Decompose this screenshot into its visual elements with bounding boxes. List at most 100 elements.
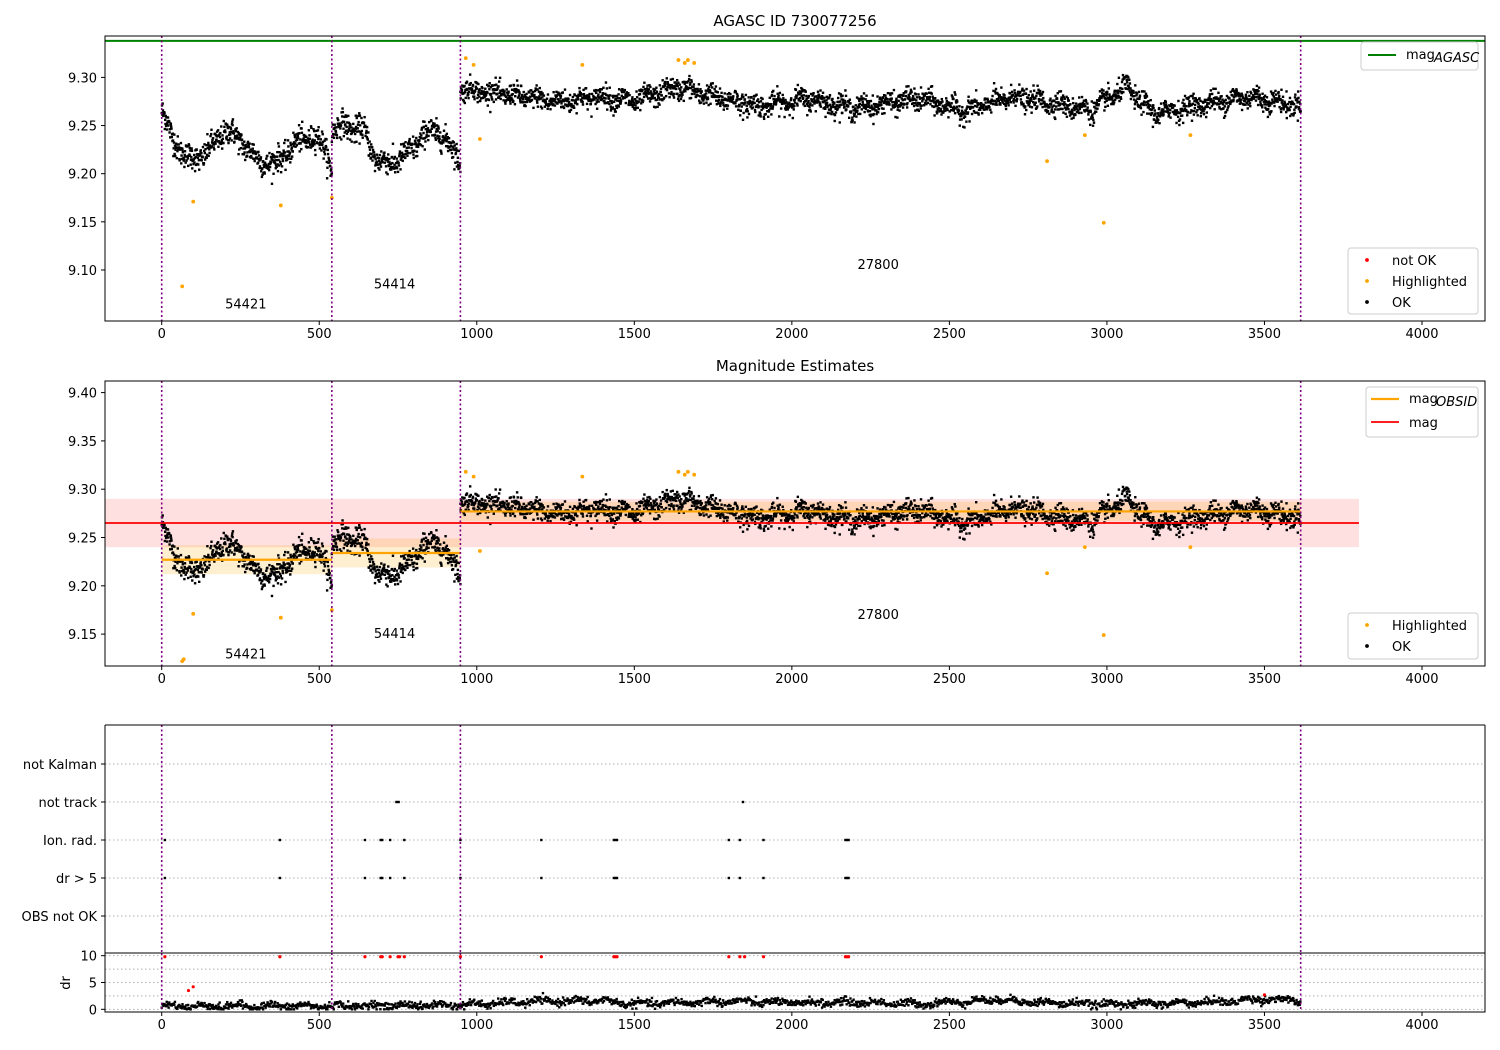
ok-point <box>419 132 422 135</box>
ok-point <box>869 99 873 103</box>
ok-point <box>960 114 963 117</box>
ok-point <box>603 99 606 103</box>
ok-point <box>837 100 840 104</box>
ok-point <box>281 159 285 163</box>
ok-point <box>529 95 532 98</box>
ok-point <box>1220 108 1223 111</box>
ok-point <box>247 144 250 147</box>
ok-point <box>220 125 223 128</box>
ok-point <box>227 141 230 145</box>
ok-point <box>689 96 693 100</box>
ok-point <box>334 130 338 133</box>
ok-point <box>693 90 697 93</box>
ok-point <box>610 101 614 105</box>
ok-point <box>444 136 447 139</box>
ok-point <box>435 127 438 131</box>
ok-point <box>546 93 550 96</box>
ok-point <box>647 91 651 95</box>
ok-point <box>1208 95 1211 98</box>
ok-point <box>931 95 934 98</box>
ok-point <box>766 109 769 113</box>
ok-point <box>201 145 205 149</box>
ok-point <box>818 94 821 97</box>
ok-point <box>698 99 701 102</box>
ok-point <box>658 84 662 87</box>
ok-point <box>182 570 186 573</box>
ok-point <box>515 79 519 82</box>
ok-point <box>920 104 923 107</box>
ok-point <box>621 95 625 99</box>
ok-point <box>914 109 917 112</box>
ok-point <box>386 570 389 574</box>
ok-point <box>425 131 429 134</box>
ok-point <box>612 114 615 117</box>
ok-point <box>479 92 483 95</box>
ok-point <box>226 125 229 128</box>
ok-point <box>748 102 751 106</box>
ok-point <box>1276 100 1279 103</box>
ok-point <box>1246 90 1249 94</box>
ok-point <box>1280 88 1283 91</box>
ok-point <box>831 97 834 101</box>
ok-point <box>977 112 980 115</box>
ok-point <box>279 574 283 578</box>
ok-point <box>497 508 501 511</box>
ok-point <box>971 102 974 105</box>
ok-point <box>381 569 384 573</box>
ok-point <box>419 544 422 547</box>
ok-point <box>1029 90 1032 93</box>
ok-point <box>737 108 740 111</box>
ok-point <box>925 92 928 95</box>
ok-point <box>1298 100 1301 104</box>
ok-point <box>553 511 556 515</box>
ok-point <box>196 156 200 160</box>
ok-point <box>1258 95 1261 98</box>
ok-point <box>560 514 563 517</box>
ok-point <box>208 563 211 567</box>
ok-point <box>589 98 592 101</box>
ok-point <box>770 93 774 97</box>
ok-point <box>599 96 603 99</box>
ok-point <box>907 85 910 88</box>
ok-point <box>734 105 738 108</box>
ok-point <box>716 91 720 94</box>
ok-point <box>370 555 373 558</box>
ok-point <box>260 170 263 173</box>
ok-point <box>326 148 329 152</box>
ok-point <box>609 99 612 103</box>
ok-point <box>223 125 226 129</box>
ok-point <box>830 112 833 116</box>
ok-point <box>727 99 730 102</box>
ok-point <box>1031 100 1035 104</box>
ok-point <box>338 122 341 125</box>
ok-point <box>1143 90 1146 93</box>
ok-point <box>1160 109 1164 113</box>
ok-point <box>617 105 621 108</box>
ok-point <box>225 550 228 553</box>
ok-point <box>1209 89 1213 92</box>
ok-point <box>567 102 570 106</box>
ok-point <box>1235 88 1238 91</box>
ok-point <box>250 156 253 159</box>
ok-point <box>269 162 272 165</box>
ok-point <box>1093 105 1096 109</box>
ok-point <box>1180 109 1183 112</box>
ok-point <box>1072 101 1075 105</box>
ok-point <box>455 577 459 580</box>
ok-point <box>538 86 541 90</box>
ok-point <box>487 496 490 500</box>
ok-point <box>1133 107 1136 110</box>
ok-point <box>407 143 410 146</box>
ok-point <box>1293 111 1296 115</box>
ok-point <box>278 164 281 167</box>
ok-point <box>975 105 979 108</box>
ok-point <box>749 105 752 108</box>
ok-point <box>1056 91 1059 95</box>
ok-point <box>271 159 274 162</box>
ok-point <box>587 97 590 101</box>
ok-point <box>181 560 184 564</box>
ok-point <box>1239 101 1243 104</box>
ok-point <box>194 163 198 167</box>
ok-point <box>841 94 844 97</box>
ok-point <box>720 91 723 95</box>
